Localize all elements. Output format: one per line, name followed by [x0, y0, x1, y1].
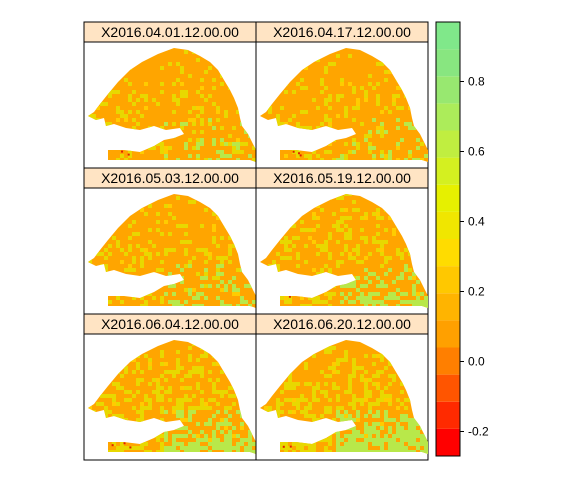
- legend-frame: [435, 21, 461, 457]
- map-panel: X2016.06.04.12.00.00: [83, 313, 257, 461]
- legend-color-step: [436, 401, 460, 429]
- panel-title: X2016.06.20.12.00.00: [273, 316, 411, 332]
- map-panel: X2016.04.01.12.00.00: [83, 21, 257, 169]
- legend-color-step: [436, 130, 460, 158]
- legend-tick-label: 0.8: [468, 75, 485, 89]
- legend-tick-label: 0.2: [468, 285, 485, 299]
- legend-color-step: [436, 157, 460, 185]
- legend-color-step: [436, 76, 460, 104]
- legend-color-step: [436, 320, 460, 348]
- panel-title: X2016.04.17.12.00.00: [273, 24, 411, 40]
- legend-color-step: [436, 22, 460, 50]
- legend-color-step: [436, 49, 460, 77]
- panel-title: X2016.04.01.12.00.00: [101, 24, 239, 40]
- legend-color-step: [436, 266, 460, 294]
- map-panel: X2016.05.19.12.00.00: [255, 167, 429, 315]
- legend-tick-label: 0.4: [468, 215, 485, 229]
- color-legend: -0.2 0.0 0.2 0.4 0.6 0.8: [435, 21, 489, 457]
- panel-title: X2016.06.04.12.00.00: [101, 316, 239, 332]
- legend-color-step: [436, 211, 460, 239]
- legend-color-step: [436, 428, 460, 456]
- legend-color-step: [436, 103, 460, 131]
- map-panel: X2016.06.20.12.00.00: [255, 313, 429, 461]
- legend-color-step: [436, 293, 460, 321]
- legend-color-step: [436, 347, 460, 375]
- legend-color-step: [436, 239, 460, 267]
- panel-title: X2016.05.19.12.00.00: [273, 170, 411, 186]
- legend-tick-label: 0.6: [468, 145, 485, 159]
- legend-tick-label: -0.2: [468, 425, 489, 439]
- legend-color-step: [436, 374, 460, 402]
- map-panel: X2016.04.17.12.00.00: [255, 21, 429, 169]
- panel-title: X2016.05.03.12.00.00: [101, 170, 239, 186]
- legend-color-step: [436, 184, 460, 212]
- legend-tick-label: 0.0: [468, 355, 485, 369]
- map-panel: X2016.05.03.12.00.00: [83, 167, 257, 315]
